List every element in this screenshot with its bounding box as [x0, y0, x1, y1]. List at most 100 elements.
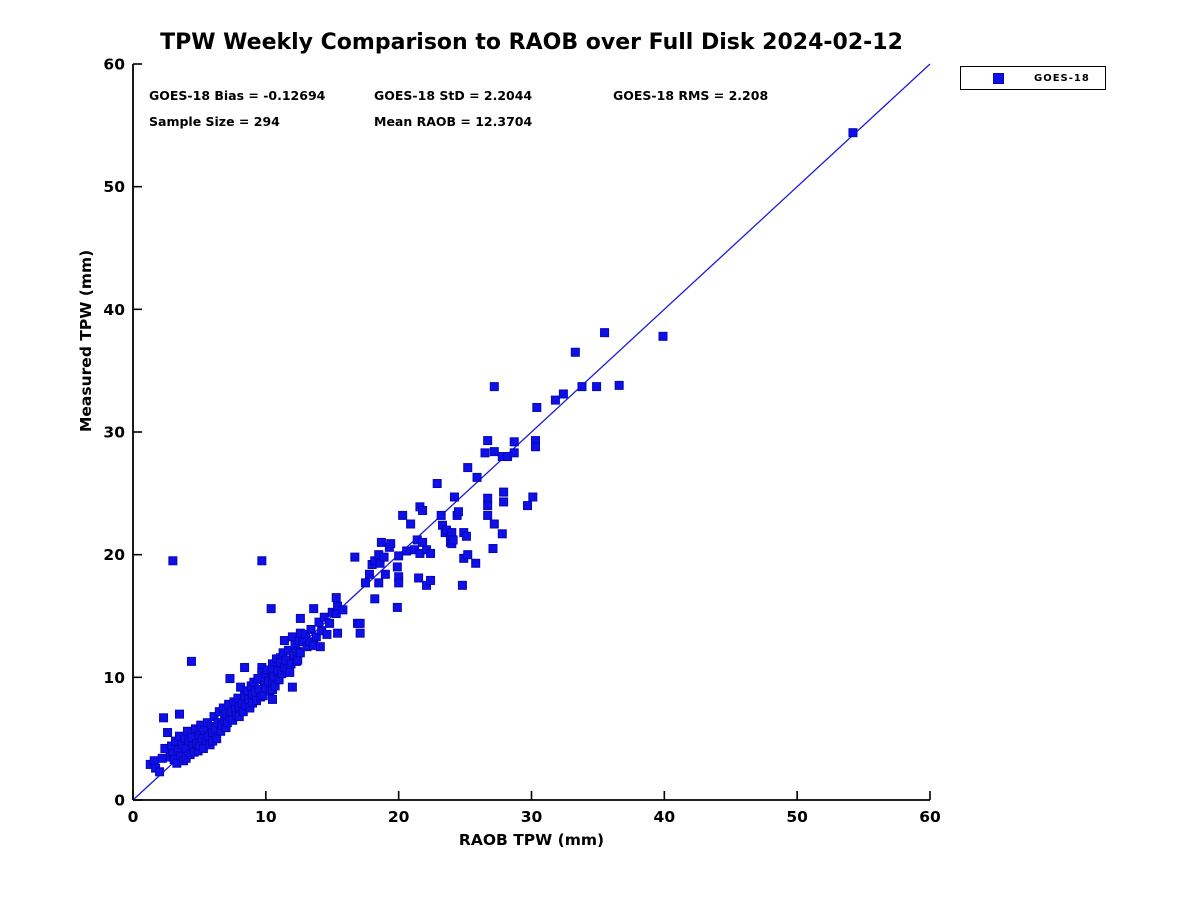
scatter-point [461, 531, 471, 541]
y-tick-label: 30 [103, 424, 125, 442]
scatter-point [402, 546, 412, 556]
scatter-point [489, 447, 499, 457]
stat-sample-size: Sample Size = 294 [149, 114, 280, 129]
scatter-point [570, 347, 580, 357]
scatter-point [550, 395, 560, 405]
scatter-point [463, 550, 473, 560]
scatter-point [436, 510, 446, 520]
scatter-point [509, 437, 519, 447]
scatter-point [295, 648, 305, 658]
scatter-point [426, 575, 436, 585]
scatter-point [225, 674, 235, 684]
scatter-point [614, 380, 624, 390]
stat-rms: GOES-18 RMS = 2.208 [613, 88, 769, 103]
scatter-point [592, 382, 602, 392]
scatter-point [355, 618, 365, 628]
scatter-point [471, 558, 481, 568]
scatter-point [418, 506, 428, 516]
scatter-point [448, 535, 458, 545]
scatter-point [489, 382, 499, 392]
scatter-point [558, 389, 568, 399]
scatter-point [333, 628, 343, 638]
stat-bias: GOES-18 Bias = -0.12694 [149, 88, 326, 103]
legend: GOES-18 [960, 66, 1106, 90]
scatter-point [267, 694, 277, 704]
scatter-point [350, 552, 360, 562]
scatter-point [386, 539, 396, 549]
scatter-point [355, 628, 365, 638]
x-tick-label: 60 [919, 808, 941, 826]
scatter-point [489, 519, 499, 529]
scatter-point [370, 594, 380, 604]
scatter-point [331, 593, 341, 603]
scatter-point [398, 510, 408, 520]
stat-mean-raob: Mean RAOB = 12.3704 [374, 114, 533, 129]
scatter-point [418, 537, 428, 547]
scatter-point [309, 604, 319, 614]
scatter-point [848, 128, 858, 138]
scatter-point [157, 753, 167, 763]
scatter-point [306, 624, 316, 634]
scatter-point [168, 556, 178, 566]
scatter-point [266, 604, 276, 614]
scatter-point [314, 617, 324, 627]
scatter-point [279, 636, 289, 646]
scatter-point [293, 655, 303, 665]
x-tick-label: 0 [128, 808, 139, 826]
chart-title: TPW Weekly Comparison to RAOB over Full … [160, 30, 903, 55]
scatter-point [483, 501, 493, 511]
scatter-point [499, 497, 509, 507]
scatter-point [379, 552, 389, 562]
scatter-point [322, 629, 332, 639]
scatter-point [463, 463, 473, 473]
y-tick-label: 0 [114, 792, 125, 810]
scatter-point [453, 507, 463, 517]
scatter-point [295, 613, 305, 623]
x-tick-label: 20 [388, 808, 410, 826]
scatter-point [319, 612, 329, 622]
scatter-point [159, 713, 169, 723]
x-tick-label: 40 [654, 808, 676, 826]
scatter-point [488, 544, 498, 554]
scatter-point [432, 479, 442, 489]
scatter-point [483, 436, 493, 446]
scatter-point [483, 493, 493, 503]
scatter-point [394, 578, 404, 588]
scatter-point [530, 442, 540, 452]
scatter-point [499, 487, 509, 497]
scatter-point [414, 573, 424, 583]
scatter-point [457, 580, 467, 590]
scatter-point [155, 767, 165, 777]
x-tick-label: 10 [255, 808, 277, 826]
scatter-point [509, 448, 519, 458]
y-tick-label: 50 [103, 178, 125, 196]
scatter-point [338, 605, 348, 615]
scatter-point [163, 728, 173, 738]
scatter-point [472, 472, 482, 482]
scatter-point [497, 529, 507, 539]
scatter-point [257, 556, 267, 566]
scatter-point [480, 448, 490, 458]
scatter-point [426, 548, 436, 558]
scatter-point [364, 569, 374, 579]
scatter-point [311, 632, 321, 642]
x-axis-title: RAOB TPW (mm) [458, 831, 605, 849]
scatter-point [325, 618, 335, 628]
scatter-point [287, 682, 297, 692]
x-tick-label: 30 [521, 808, 543, 826]
scatter-point [658, 331, 668, 341]
y-tick-label: 10 [103, 669, 125, 687]
scatter-point [315, 642, 325, 652]
x-tick-label: 50 [786, 808, 808, 826]
scatter-point [149, 756, 159, 766]
scatter-point [600, 328, 610, 338]
scatter-point [212, 734, 222, 744]
scatter-point [360, 578, 370, 588]
scatter-point [528, 492, 538, 502]
scatter-point [577, 382, 587, 392]
legend-marker-square [993, 72, 1004, 84]
scatter-point [447, 528, 457, 538]
y-tick-label: 60 [103, 56, 125, 74]
